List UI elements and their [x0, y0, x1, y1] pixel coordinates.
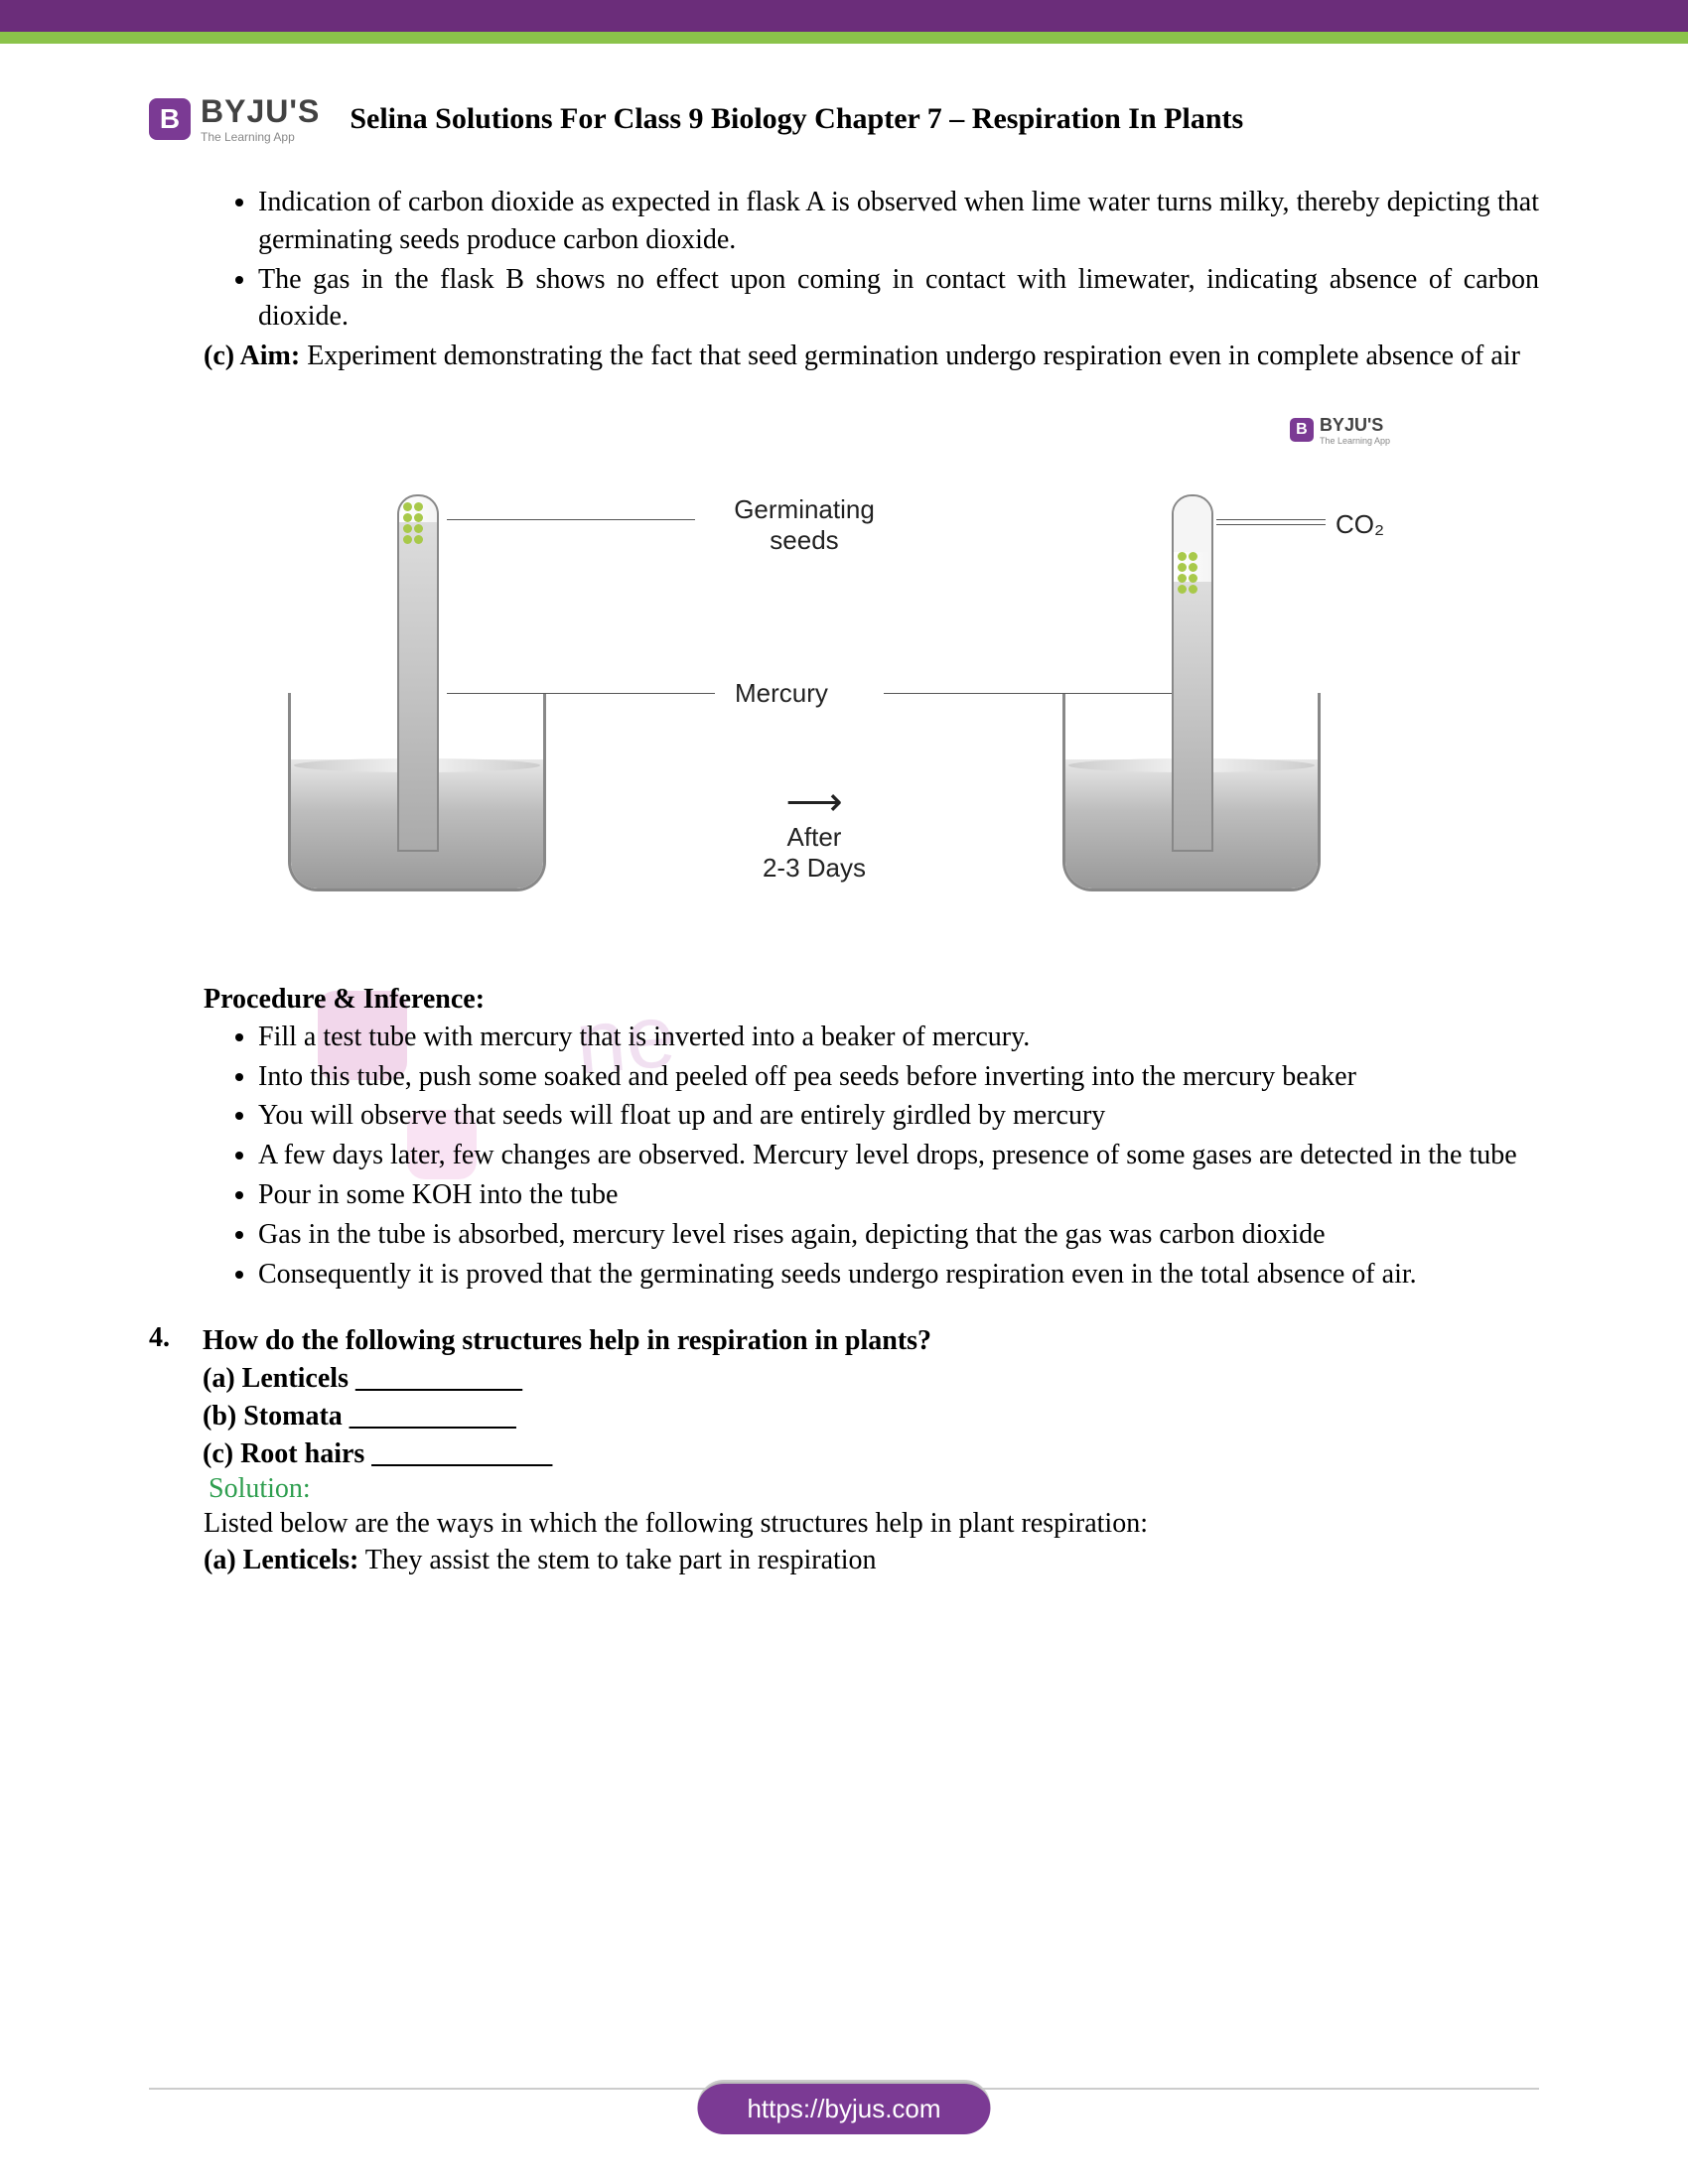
top-accent: [0, 32, 1688, 44]
part-c-aim: (c) Aim: Experiment demonstrating the fa…: [149, 338, 1539, 375]
part-c-text: Experiment demonstrating the fact that s…: [307, 341, 1520, 371]
question-part: (c) Root hairs _____________: [203, 1438, 552, 1469]
list-item: Consequently it is proved that the germi…: [258, 1256, 1539, 1294]
arrow-text-top: After: [725, 822, 904, 853]
logo-tagline: The Learning App: [201, 130, 320, 144]
test-tube-left: [397, 494, 439, 852]
question-text: How do the following structures help in …: [203, 1325, 931, 1356]
test-tube-right: [1172, 494, 1213, 852]
top-bullet-list: Indication of carbon dioxide as expected…: [149, 184, 1539, 336]
question-number: 4.: [149, 1322, 199, 1354]
question-part: (a) Lenticels ____________: [203, 1363, 522, 1394]
tube-mercury: [399, 522, 437, 850]
page-content: B BYJU'S The Learning App Selina Solutio…: [0, 44, 1688, 1699]
leader-line: [1216, 519, 1326, 520]
logo-badge-icon: B: [149, 98, 191, 140]
list-item: Pour in some KOH into the tube: [258, 1176, 1539, 1214]
list-item: Fill a test tube with mercury that is in…: [258, 1019, 1539, 1056]
diagram-watermark-logo: B BYJU'S The Learning App: [1290, 415, 1390, 446]
leader-line: [884, 693, 1172, 694]
solution-label: Solution:: [149, 1473, 1539, 1505]
list-item: You will observe that seeds will float u…: [258, 1097, 1539, 1135]
seeds-cluster: [1178, 552, 1207, 578]
question-4-block: 4. How do the following structures help …: [149, 1322, 1539, 1579]
left-beaker-group: [288, 693, 546, 891]
co2-gas-gap: [1174, 496, 1211, 552]
experiment-diagram: B BYJU'S The Learning App: [149, 395, 1539, 951]
leader-line: [1216, 524, 1326, 525]
label-mercury: Mercury: [735, 678, 828, 709]
right-beaker-group: [1062, 693, 1321, 891]
logo-brand: BYJU'S: [201, 93, 320, 130]
list-item: A few days later, few changes are observ…: [258, 1137, 1539, 1174]
answer-a-label: (a) Lenticels:: [204, 1545, 358, 1575]
solution-intro: Listed below are the ways in which the f…: [149, 1505, 1539, 1543]
question-part: (b) Stomata ____________: [203, 1401, 516, 1432]
header-row: B BYJU'S The Learning App Selina Solutio…: [149, 93, 1539, 144]
small-logo-badge-icon: B: [1290, 418, 1314, 442]
leader-line: [447, 693, 715, 694]
page-title: Selina Solutions For Class 9 Biology Cha…: [350, 102, 1243, 136]
footer-url-pill[interactable]: https://byjus.com: [697, 2082, 990, 2134]
arrow-icon: ⟶: [725, 782, 904, 822]
seeds-cluster: [403, 502, 433, 528]
answer-a-text: They assist the stem to take part in res…: [365, 1545, 877, 1575]
tube-mercury: [1174, 582, 1211, 850]
logo: B BYJU'S The Learning App: [149, 93, 320, 144]
procedure-bullet-list: Fill a test tube with mercury that is in…: [149, 1019, 1539, 1294]
arrow-block: ⟶ After 2-3 Days: [725, 782, 904, 884]
leader-line: [447, 519, 695, 520]
label-germinating-seeds: Germinating seeds: [705, 494, 904, 556]
answer-a: (a) Lenticels: They assist the stem to t…: [149, 1542, 1539, 1579]
small-logo-tag: The Learning App: [1320, 436, 1390, 446]
arrow-text-bottom: 2-3 Days: [725, 853, 904, 884]
small-logo-brand: BYJU'S: [1320, 415, 1383, 435]
procedure-heading: Procedure & Inference:: [149, 981, 1539, 1019]
list-item: Into this tube, push some soaked and pee…: [258, 1058, 1539, 1096]
list-item: Indication of carbon dioxide as expected…: [258, 184, 1539, 259]
part-c-label: (c) Aim:: [204, 341, 300, 371]
label-co2: CO₂: [1336, 509, 1384, 540]
list-item: Gas in the tube is absorbed, mercury lev…: [258, 1216, 1539, 1254]
top-banner: [0, 0, 1688, 32]
list-item: The gas in the flask B shows no effect u…: [258, 261, 1539, 337]
